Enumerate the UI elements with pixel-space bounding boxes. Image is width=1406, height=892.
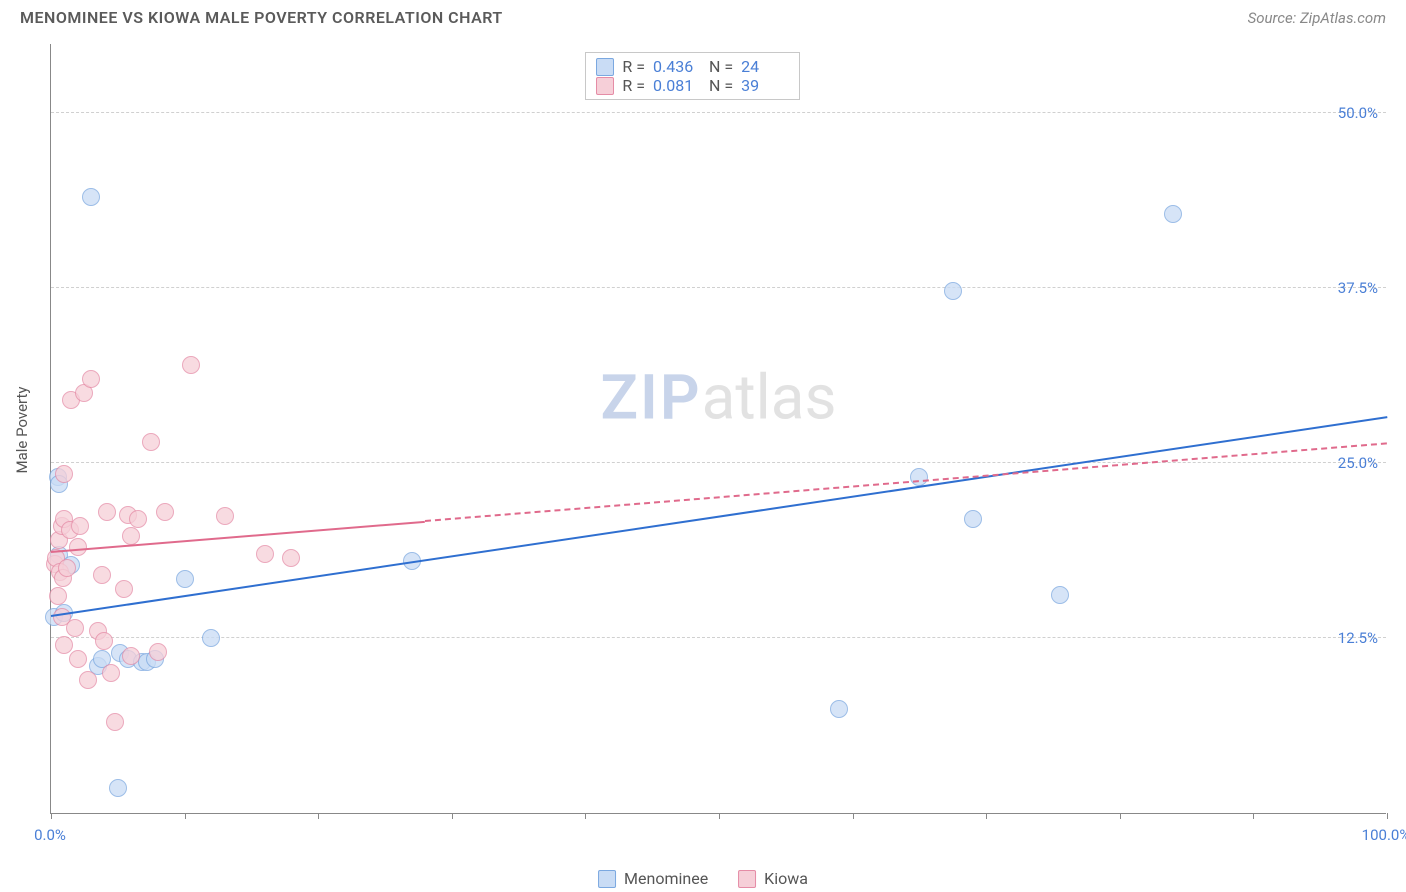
legend-swatch (598, 870, 616, 888)
legend-item: Kiowa (738, 869, 808, 888)
data-point (282, 549, 300, 567)
watermark-zip: ZIP (601, 361, 702, 434)
x-tick (452, 813, 453, 819)
scatter-plot-area: ZIPatlas 12.5% 25.0% 37.5% 50.0% R = 0.436 N =… (50, 44, 1386, 814)
data-point (202, 629, 220, 647)
data-point (102, 664, 120, 682)
data-point (964, 510, 982, 528)
data-point (122, 647, 140, 665)
data-point (129, 510, 147, 528)
x-tick-label: 0.0% (34, 826, 66, 844)
data-point (256, 545, 274, 563)
trend-line (425, 443, 1387, 523)
data-point (142, 433, 160, 451)
y-tick-label: 50.0% (1338, 104, 1378, 122)
legend-swatch (596, 77, 614, 95)
stats-row: R = 0.436 N = 24 (596, 57, 789, 76)
data-point (58, 559, 76, 577)
legend-label: Menominee (624, 869, 708, 888)
stat-r-label: R = (622, 76, 645, 95)
watermark: ZIPatlas (601, 361, 837, 434)
data-point (69, 650, 87, 668)
x-tick (853, 813, 854, 819)
trend-line (51, 520, 425, 552)
stat-n-value: 39 (741, 76, 789, 95)
data-point (82, 370, 100, 388)
data-point (49, 587, 67, 605)
stat-n-label: N = (709, 57, 733, 76)
y-axis-title: Male Poverty (13, 387, 31, 474)
watermark-atlas: atlas (702, 361, 837, 434)
gridline (51, 637, 1386, 638)
trend-line (51, 416, 1387, 617)
chart-header: MENOMINEE VS KIOWA MALE POVERTY CORRELAT… (0, 0, 1406, 31)
data-point (156, 503, 174, 521)
stat-n-value: 24 (741, 57, 789, 76)
stat-r-value: 0.436 (653, 57, 701, 76)
x-tick (318, 813, 319, 819)
data-point (66, 619, 84, 637)
gridline (51, 287, 1386, 288)
data-point (55, 465, 73, 483)
data-point (82, 188, 100, 206)
data-point (79, 671, 97, 689)
x-tick (1120, 813, 1121, 819)
data-point (55, 636, 73, 654)
x-tick (1387, 813, 1388, 819)
gridline (51, 112, 1386, 113)
data-point (182, 356, 200, 374)
data-point (910, 468, 928, 486)
data-point (93, 566, 111, 584)
data-point (109, 779, 127, 797)
x-tick (719, 813, 720, 819)
data-point (98, 503, 116, 521)
data-point (71, 517, 89, 535)
data-point (1164, 205, 1182, 223)
data-point (69, 538, 87, 556)
stats-box: R = 0.436 N = 24 R = 0.081 N = 39 (585, 52, 800, 100)
stat-r-value: 0.081 (653, 76, 701, 95)
data-point (95, 632, 113, 650)
data-point (176, 570, 194, 588)
x-tick (51, 813, 52, 819)
x-tick-label: 100.0% (1362, 826, 1406, 844)
y-tick-label: 12.5% (1338, 629, 1378, 647)
x-tick (185, 813, 186, 819)
x-tick (1253, 813, 1254, 819)
data-point (149, 643, 167, 661)
legend-label: Kiowa (764, 869, 808, 888)
y-tick-label: 25.0% (1338, 454, 1378, 472)
legend-swatch (596, 58, 614, 76)
y-tick-label: 37.5% (1338, 279, 1378, 297)
x-tick (585, 813, 586, 819)
data-point (115, 580, 133, 598)
legend: Menominee Kiowa (598, 869, 808, 888)
gridline (51, 462, 1386, 463)
chart-source: Source: ZipAtlas.com (1248, 9, 1386, 27)
data-point (944, 282, 962, 300)
stat-r-label: R = (622, 57, 645, 76)
chart-title: MENOMINEE VS KIOWA MALE POVERTY CORRELAT… (20, 8, 503, 27)
legend-item: Menominee (598, 869, 708, 888)
legend-swatch (738, 870, 756, 888)
data-point (122, 527, 140, 545)
stat-n-label: N = (709, 76, 733, 95)
x-tick (986, 813, 987, 819)
stats-row: R = 0.081 N = 39 (596, 76, 789, 95)
data-point (216, 507, 234, 525)
data-point (106, 713, 124, 731)
data-point (1051, 586, 1069, 604)
data-point (830, 700, 848, 718)
